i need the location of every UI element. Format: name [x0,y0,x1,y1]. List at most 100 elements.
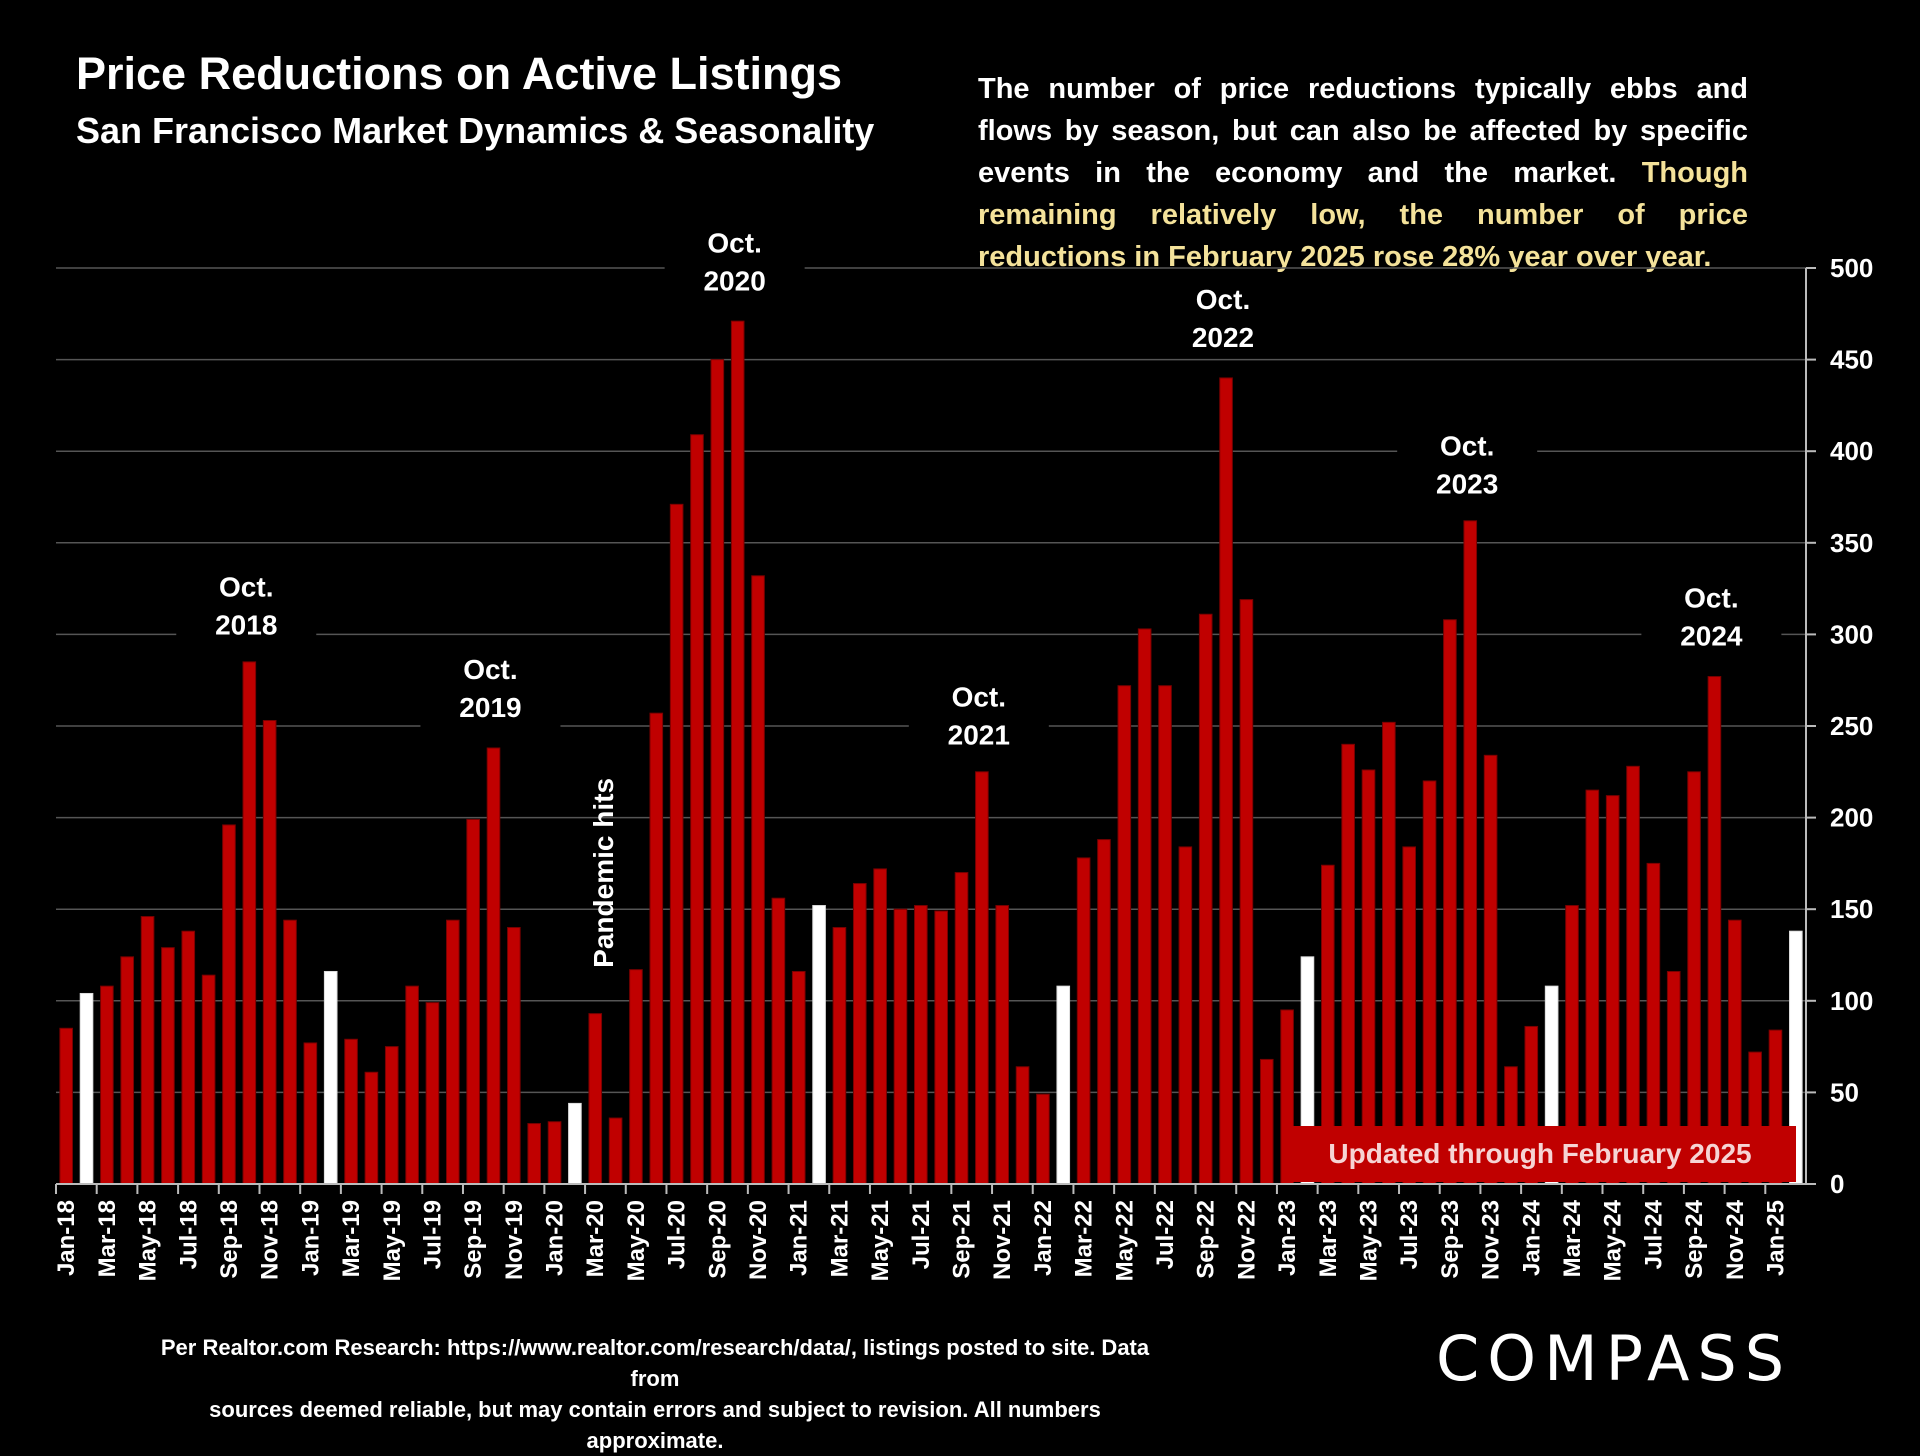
x-tick-label: Jul-19 [419,1200,446,1269]
x-tick-label: May-23 [1356,1200,1383,1281]
x-tick-label: Mar-20 [582,1200,609,1277]
x-tick-label: Sep-22 [1193,1200,1220,1279]
x-tick-label: Jan-21 [786,1200,813,1276]
y-tick-label: 300 [1830,619,1873,649]
bar [954,872,969,1185]
bar [1097,839,1111,1185]
source-note: Per Realtor.com Research: https://www.re… [150,1332,1160,1456]
bar [120,956,135,1185]
bar [1259,1058,1274,1185]
y-tick-label: 500 [1830,253,1873,283]
annotation-line: 2024 [1680,621,1743,652]
x-tick-label: Nov-21 [989,1200,1016,1280]
x-tick-label: Jul-23 [1396,1200,1423,1269]
bar [262,720,277,1185]
peak-annotation: Oct. 2023 [1397,419,1538,504]
annotation-line: Oct. [1196,284,1250,315]
bar-highlight [323,970,338,1185]
annotation-line: 2021 [948,720,1010,751]
bar [1361,769,1376,1185]
source-line-2: sources deemed reliable, but may contain… [209,1397,1101,1453]
chart-title: Price Reductions on Active Listings [76,48,842,99]
x-tick-label: Mar-19 [338,1200,365,1277]
bar [384,1046,399,1185]
bar [791,970,806,1185]
peak-annotation: Oct. 2021 [908,670,1049,755]
bar [1219,377,1233,1185]
x-tick-label: Mar-18 [94,1200,121,1277]
bar [242,661,257,1185]
bar [161,947,175,1185]
bar [1707,676,1722,1185]
x-tick-label: May-19 [379,1200,406,1281]
bar [730,320,745,1185]
bar [507,927,521,1185]
annotation-backing [1641,571,1782,656]
x-tick-label: Jan-24 [1518,1199,1545,1276]
bar [527,1123,542,1185]
bar [832,927,847,1185]
annotation-line: 2020 [703,265,765,296]
bar [751,575,765,1185]
bar [914,905,928,1185]
bar [547,1121,562,1185]
x-tick-label: Jan-23 [1274,1200,1301,1276]
y-tick-label: 450 [1830,345,1873,375]
bar [1687,771,1701,1185]
bar [201,974,216,1185]
axes: 0 50 100 150 200 250 300 350 400 450 500 Jan-18 Mar-… [53,253,1873,1281]
bar [1239,599,1254,1185]
x-tick-label: Mar-23 [1315,1200,1342,1277]
description-main: The number of price reductions typically… [978,73,1748,189]
chart-subtitle: San Francisco Market Dynamics & Seasonal… [76,110,875,151]
bar [344,1038,358,1185]
annotation-line: Oct. [1684,583,1738,614]
peak-annotation: Oct. 2024 [1641,571,1782,656]
bar [1585,789,1600,1185]
bar [364,1071,379,1185]
annotation-backing [908,670,1049,755]
bar [405,985,419,1185]
x-tick-label: Jul-18 [175,1200,202,1269]
x-tick-label: Nov-20 [745,1200,772,1280]
bar [181,930,196,1185]
bar [222,824,236,1185]
bar [1137,628,1152,1185]
x-tick-label: Nov-24 [1722,1199,1749,1280]
bar [100,985,114,1185]
bar [975,771,989,1185]
bar-highlight [568,1102,582,1185]
peak-annotation: Oct. 2018 [176,560,317,645]
compass-logo: COMPASS [1436,1322,1793,1395]
x-tick-label: Jan-19 [297,1200,324,1276]
x-tick-label: Sep-24 [1681,1199,1708,1278]
annotation-backing [664,216,805,301]
bar [1158,685,1172,1185]
x-tick-label: May-22 [1111,1200,1138,1281]
bar-highlight [1056,985,1071,1185]
peak-annotation: Oct. 2019 [420,643,561,728]
annotation-line: Oct. [952,682,1006,713]
bar [771,897,786,1185]
bar [934,910,948,1185]
x-tick-label: Sep-23 [1437,1200,1464,1279]
bar [486,747,501,1185]
bar [445,919,460,1185]
x-tick-label: Mar-22 [1071,1200,1098,1277]
bar [669,503,684,1185]
bar [1178,846,1193,1185]
gridlines [56,267,1806,1094]
event-label-pandemic: Pandemic hits [588,778,619,968]
annotation-line: 2022 [1192,322,1254,353]
updated-badge: Updated through February 2025 [1284,1126,1796,1182]
bar [303,1042,318,1185]
x-tick-label: Jul-20 [664,1200,691,1269]
y-tick-label: 0 [1830,1169,1844,1199]
annotation-backing [1153,273,1294,358]
bar [59,1027,73,1185]
y-tick-label: 100 [1830,986,1873,1016]
x-tick-label: May-24 [1600,1199,1627,1281]
x-tick-label: Jan-22 [1030,1200,1057,1276]
y-tick-label: 250 [1830,711,1873,741]
